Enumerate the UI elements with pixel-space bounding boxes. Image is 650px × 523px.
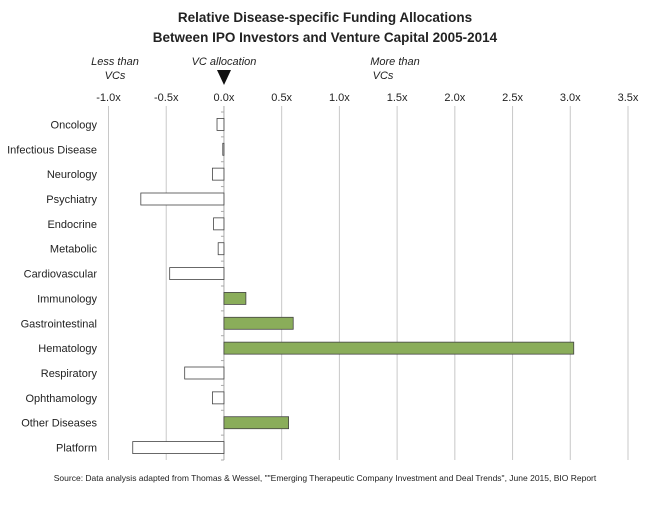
bar-immunology [223,292,247,305]
category-label: Neurology [47,169,98,181]
bar-other-diseases [223,416,289,430]
chart-title-line-1: Relative Disease-specific Funding Alloca… [178,10,472,25]
x-tick-label: -1.0x [96,92,121,104]
vc-allocation-marker-icon [217,70,231,85]
bar-oncology [216,118,225,131]
x-tick-label: 0.5x [271,92,292,104]
bar-hematology [223,341,575,355]
x-tick-label: 2.5x [502,92,523,104]
category-label: Infectious Disease [7,144,97,156]
bar-infectious-disease [222,142,225,156]
category-label: Platform [56,443,97,455]
x-tick-label: 3.0x [560,92,581,104]
category-label: Hematology [38,343,97,355]
category-label: Immunology [37,293,97,305]
annotation-more-line-2: VCs [373,70,394,82]
category-label: Psychiatry [46,194,97,206]
x-tick-label: 1.0x [329,92,350,104]
x-tick-label: 2.0x [444,92,465,104]
category-label: Gastrointestinal [21,318,97,330]
bar-metabolic [217,242,225,256]
category-label: Metabolic [50,244,98,256]
category-label: Oncology [51,119,98,131]
bar-platform [132,441,225,454]
x-tick-label: 1.5x [387,92,408,104]
bar-endocrine [213,217,225,231]
annotation-more-line-1: More than [370,56,420,68]
category-label: Other Diseases [21,418,97,430]
annotation-vc-allocation: VC allocation [192,56,257,68]
bar-ophthamology [211,391,225,405]
x-tick-label: -0.5x [154,92,179,104]
bar-cardiovascular [169,267,225,280]
category-label: Cardiovascular [24,269,98,281]
x-tick-label: 3.5x [618,92,639,104]
category-label: Endocrine [47,219,97,231]
source-note: Source: Data analysis adapted from Thoma… [54,473,597,483]
bar-neurology [211,167,225,181]
category-label: Respiratory [41,368,98,380]
bar-psychiatry [140,192,225,206]
x-tick-label: 0.0x [214,92,235,104]
bar-gastrointestinal [223,316,294,330]
bar-respiratory [184,366,225,380]
category-label: Ophthamology [25,393,97,405]
chart-title-line-2: Between IPO Investors and Venture Capita… [153,30,498,45]
annotation-less-line-1: Less than [91,56,139,68]
annotation-less-line-2: VCs [105,70,126,82]
